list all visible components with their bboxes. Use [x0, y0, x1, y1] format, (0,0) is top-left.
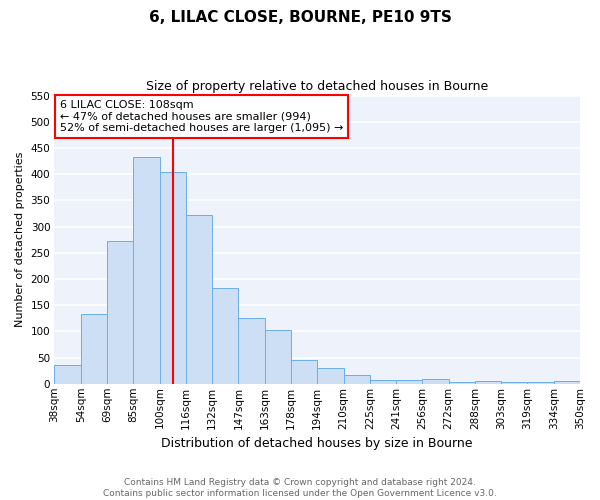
Bar — [501, 382, 527, 384]
X-axis label: Distribution of detached houses by size in Bourne: Distribution of detached houses by size … — [161, 437, 473, 450]
Bar — [554, 381, 580, 384]
Bar — [186, 215, 212, 384]
Y-axis label: Number of detached properties: Number of detached properties — [15, 152, 25, 328]
Bar — [422, 378, 449, 384]
Bar — [81, 314, 107, 384]
Title: Size of property relative to detached houses in Bourne: Size of property relative to detached ho… — [146, 80, 488, 93]
Text: 6 LILAC CLOSE: 108sqm
← 47% of detached houses are smaller (994)
52% of semi-det: 6 LILAC CLOSE: 108sqm ← 47% of detached … — [60, 100, 343, 133]
Bar — [344, 376, 370, 384]
Bar — [55, 366, 81, 384]
Bar — [396, 380, 422, 384]
Bar — [317, 368, 344, 384]
Text: 6, LILAC CLOSE, BOURNE, PE10 9TS: 6, LILAC CLOSE, BOURNE, PE10 9TS — [149, 10, 451, 25]
Bar — [160, 172, 186, 384]
Bar — [370, 380, 396, 384]
Bar — [291, 360, 317, 384]
Bar — [527, 382, 554, 384]
Bar — [265, 330, 291, 384]
Text: Contains HM Land Registry data © Crown copyright and database right 2024.
Contai: Contains HM Land Registry data © Crown c… — [103, 478, 497, 498]
Bar — [107, 241, 133, 384]
Bar — [238, 318, 265, 384]
Bar — [212, 288, 238, 384]
Bar — [133, 158, 160, 384]
Bar — [475, 381, 501, 384]
Bar — [449, 382, 475, 384]
